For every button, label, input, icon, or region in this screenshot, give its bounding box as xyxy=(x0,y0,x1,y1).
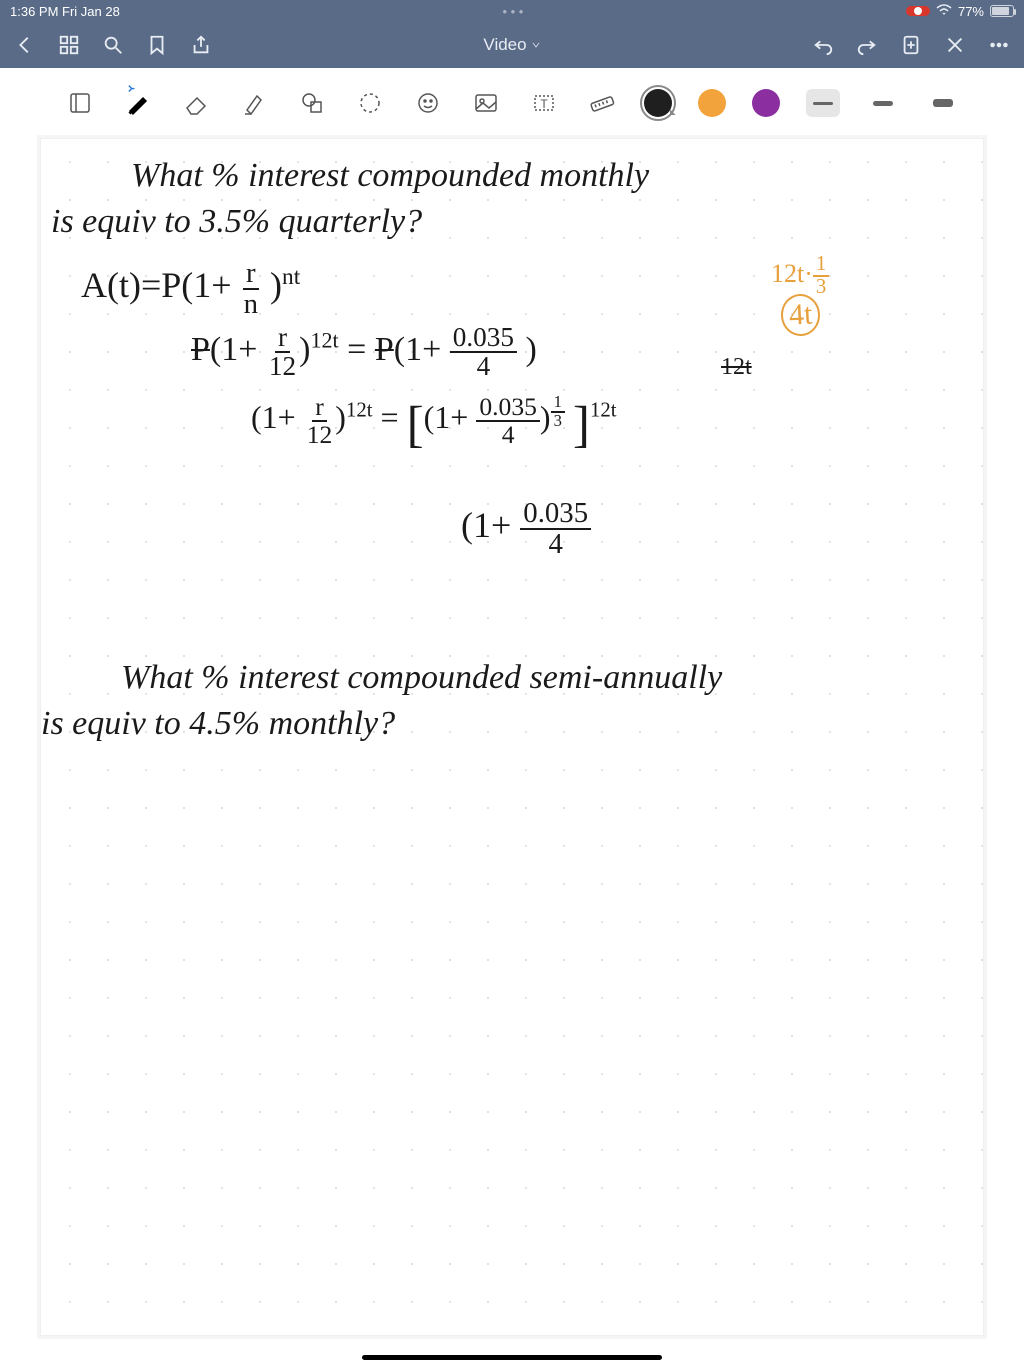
status-center-icon[interactable]: • • • xyxy=(120,4,906,19)
bookmark-icon[interactable] xyxy=(146,34,168,56)
canvas-frame: What % interest compounded monthly is eq… xyxy=(0,138,1024,1366)
back-icon[interactable] xyxy=(14,34,36,56)
note-annot-top: 12t·13 xyxy=(771,254,829,298)
chevron-down-icon xyxy=(531,35,541,55)
redo-icon[interactable] xyxy=(856,34,878,56)
document-title[interactable]: Video xyxy=(212,35,812,55)
wifi-icon xyxy=(936,4,952,19)
note-line-q1a: What % interest compounded monthly xyxy=(131,157,649,195)
note-line2-12t: 12t xyxy=(721,354,752,381)
status-bar: 1:36 PM Fri Jan 28 • • • 77% xyxy=(0,0,1024,22)
color-orange[interactable] xyxy=(698,89,726,117)
note-formula: A(t)=P(1+ rn )nt xyxy=(81,259,300,319)
toolbar: ᚛ T xyxy=(0,68,1024,138)
color-black[interactable] xyxy=(644,89,672,117)
recording-indicator[interactable] xyxy=(906,6,930,16)
grid-icon[interactable] xyxy=(58,34,80,56)
read-mode-icon[interactable] xyxy=(64,87,96,119)
search-icon[interactable] xyxy=(102,34,124,56)
title-text: Video xyxy=(483,35,526,55)
pen-tool-icon[interactable]: ᚛ xyxy=(122,87,154,119)
note-line2: P(1+ r12)12t = P(1+ 0.0354 ) xyxy=(191,324,537,380)
note-canvas[interactable]: What % interest compounded monthly is eq… xyxy=(40,138,984,1336)
note-line4: (1+ 0.0354 xyxy=(461,499,591,559)
svg-text:T: T xyxy=(540,97,548,111)
stroke-med[interactable] xyxy=(866,89,900,117)
shape-tool-icon[interactable] xyxy=(296,87,328,119)
ruler-tool-icon[interactable] xyxy=(586,87,618,119)
highlighter-tool-icon[interactable] xyxy=(238,87,270,119)
eraser-tool-icon[interactable] xyxy=(180,87,212,119)
note-annot-circle: 4t xyxy=(781,294,820,336)
more-icon[interactable] xyxy=(988,34,1010,56)
undo-icon[interactable] xyxy=(812,34,834,56)
bluetooth-icon: ᚛ xyxy=(128,81,134,95)
note-line-q2a: What % interest compounded semi-annually xyxy=(121,659,722,697)
text-tool-icon[interactable]: T xyxy=(528,87,560,119)
close-icon[interactable] xyxy=(944,34,966,56)
status-time: 1:36 PM Fri Jan 28 xyxy=(10,4,120,19)
battery-icon xyxy=(990,5,1014,17)
lasso-tool-icon[interactable] xyxy=(354,87,386,119)
share-icon[interactable] xyxy=(190,34,212,56)
sticker-tool-icon[interactable] xyxy=(412,87,444,119)
stroke-thick[interactable] xyxy=(926,89,960,117)
nav-bar: Video xyxy=(0,22,1024,68)
add-page-icon[interactable] xyxy=(900,34,922,56)
stroke-thin[interactable] xyxy=(806,89,840,117)
home-indicator[interactable] xyxy=(362,1355,662,1360)
color-purple[interactable] xyxy=(752,89,780,117)
note-line-q2b: is equiv to 4.5% monthly? xyxy=(41,705,395,743)
note-line3: (1+ r12)12t = [(1+ 0.0354)13 ]12t xyxy=(251,394,617,454)
image-tool-icon[interactable] xyxy=(470,87,502,119)
battery-pct: 77% xyxy=(958,4,984,19)
note-line-q1b: is equiv to 3.5% quarterly? xyxy=(51,203,422,241)
